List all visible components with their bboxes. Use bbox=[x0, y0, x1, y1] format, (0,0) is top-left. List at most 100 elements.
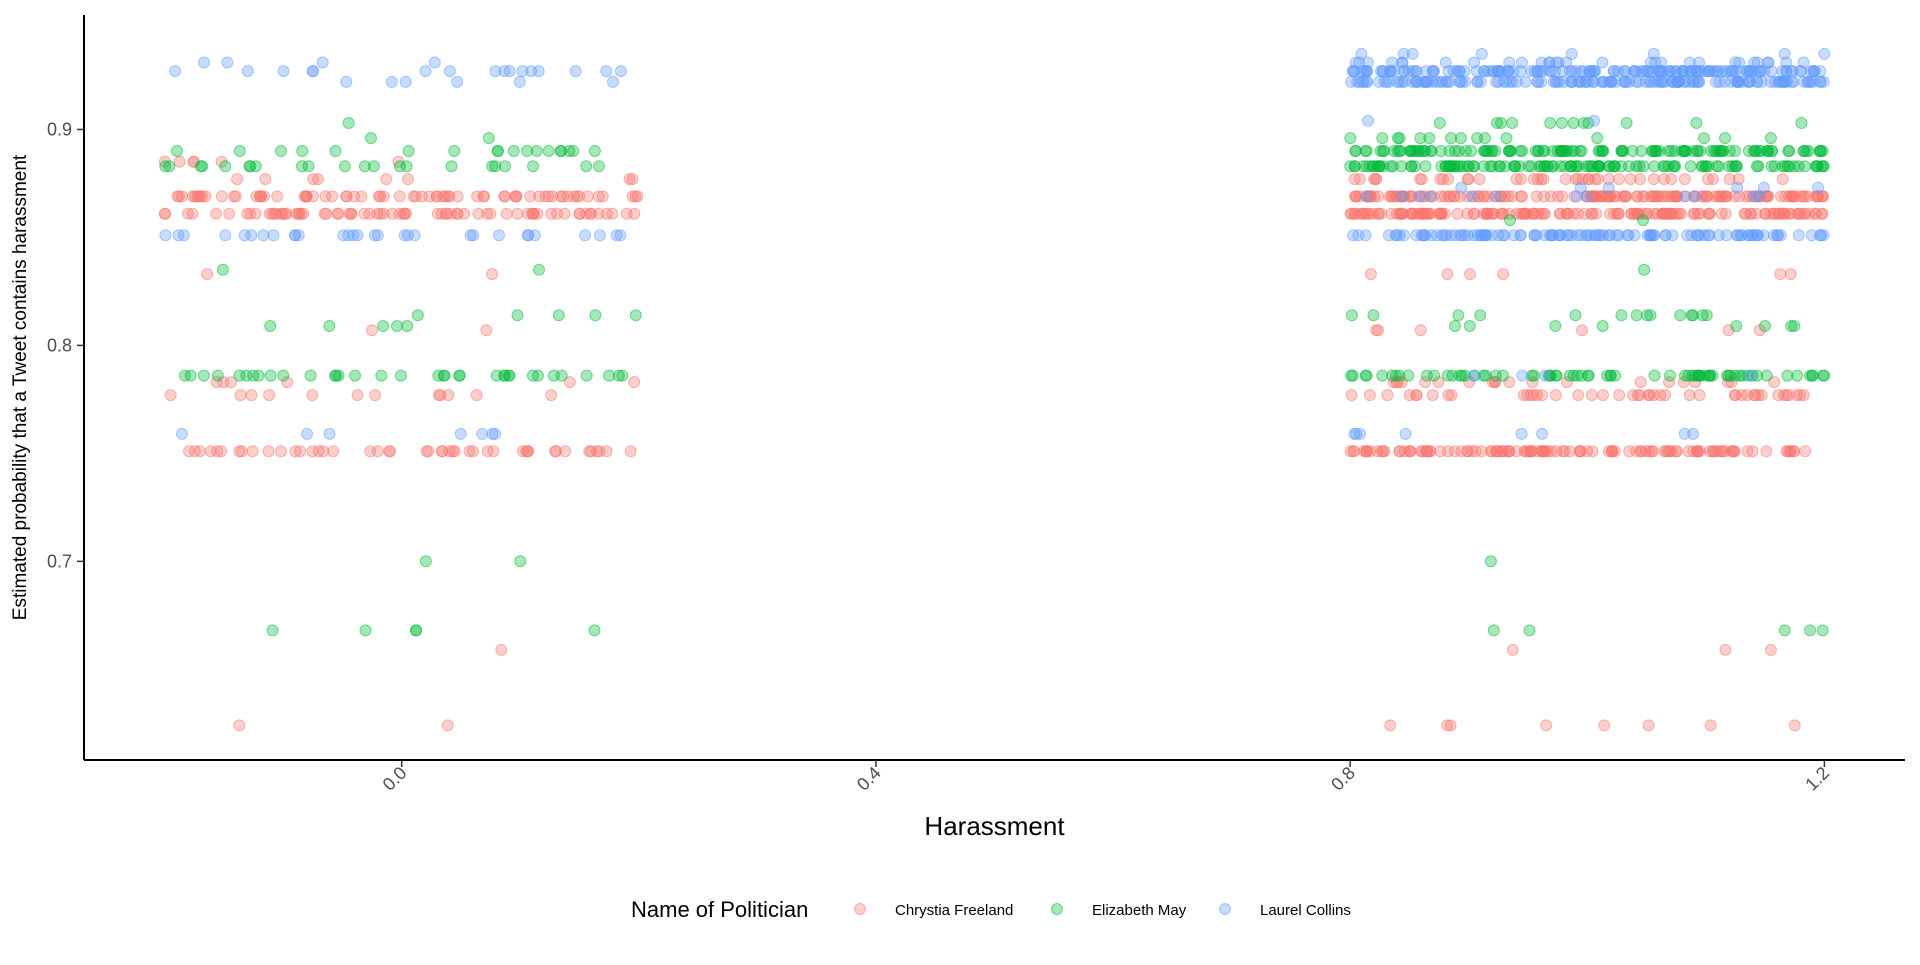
data-point bbox=[1687, 445, 1700, 458]
data-point bbox=[1349, 145, 1362, 157]
legend-key bbox=[854, 903, 866, 915]
data-point bbox=[1677, 145, 1690, 157]
data-point bbox=[1361, 56, 1374, 69]
data-point bbox=[1535, 75, 1548, 88]
data-point bbox=[1506, 190, 1519, 203]
data-point bbox=[1813, 75, 1826, 88]
data-point bbox=[1785, 320, 1798, 332]
data-point bbox=[1692, 75, 1705, 88]
data-point bbox=[1438, 190, 1451, 203]
data-point bbox=[312, 445, 325, 458]
data-point bbox=[1696, 309, 1709, 322]
data-point bbox=[1691, 445, 1704, 458]
data-point bbox=[184, 369, 197, 382]
data-point bbox=[628, 376, 641, 389]
data-point bbox=[1762, 145, 1774, 157]
data-point bbox=[1543, 65, 1556, 78]
data-point bbox=[1362, 114, 1374, 127]
data-point bbox=[327, 445, 340, 458]
data-point bbox=[1444, 160, 1457, 173]
data-point bbox=[216, 263, 229, 276]
data-point bbox=[407, 190, 420, 203]
data-point bbox=[430, 190, 443, 203]
data-point bbox=[1540, 719, 1553, 732]
points-layer bbox=[158, 47, 1831, 732]
data-point bbox=[1579, 75, 1592, 88]
data-point bbox=[1670, 207, 1683, 220]
data-point bbox=[1463, 320, 1476, 332]
data-point bbox=[1693, 389, 1706, 402]
data-point bbox=[1679, 190, 1692, 203]
data-point bbox=[1462, 173, 1475, 186]
data-point bbox=[1559, 173, 1572, 186]
data-point bbox=[443, 65, 456, 78]
data-point bbox=[1760, 445, 1773, 458]
data-point bbox=[1591, 173, 1604, 186]
data-point bbox=[472, 207, 485, 220]
data-point bbox=[204, 445, 217, 458]
data-point bbox=[1659, 389, 1672, 402]
data-point bbox=[1426, 65, 1439, 78]
data-point bbox=[507, 145, 520, 157]
data-point bbox=[511, 309, 524, 322]
data-point bbox=[435, 207, 448, 220]
data-point bbox=[240, 369, 253, 382]
data-point bbox=[624, 445, 637, 458]
data-point bbox=[1602, 445, 1615, 458]
legend-items: Chrystia Freeland Elizabeth May Laurel Col… bbox=[854, 902, 1351, 919]
data-point bbox=[1702, 369, 1715, 382]
data-point bbox=[1399, 427, 1412, 440]
data-point bbox=[1648, 229, 1661, 242]
data-point bbox=[1494, 190, 1507, 203]
data-point bbox=[1760, 369, 1773, 382]
data-point bbox=[1749, 145, 1762, 157]
data-point bbox=[1717, 145, 1730, 157]
data-point bbox=[1508, 229, 1520, 242]
data-point bbox=[1730, 229, 1743, 242]
data-point bbox=[614, 65, 627, 78]
data-point bbox=[1618, 190, 1631, 203]
data-point bbox=[1768, 160, 1781, 173]
data-point bbox=[1638, 263, 1651, 276]
data-point bbox=[1729, 145, 1741, 157]
data-point bbox=[1514, 145, 1527, 157]
data-point bbox=[1491, 117, 1503, 129]
data-point bbox=[1740, 190, 1753, 203]
data-point bbox=[1750, 160, 1763, 173]
data-point bbox=[1438, 229, 1451, 242]
data-point bbox=[1809, 207, 1822, 220]
data-point bbox=[1475, 445, 1488, 458]
data-point bbox=[245, 389, 258, 402]
data-point bbox=[511, 207, 524, 220]
data-point bbox=[1658, 190, 1671, 203]
data-point bbox=[1454, 132, 1467, 145]
data-point bbox=[1592, 145, 1605, 157]
data-point bbox=[277, 369, 290, 382]
data-point bbox=[1591, 132, 1604, 145]
data-point bbox=[1645, 145, 1658, 157]
data-point bbox=[1624, 173, 1637, 186]
data-point bbox=[1712, 229, 1725, 242]
data-point bbox=[1496, 369, 1509, 382]
data-point bbox=[1403, 389, 1416, 402]
data-point bbox=[211, 369, 224, 382]
data-point bbox=[1671, 75, 1684, 88]
data-point bbox=[1539, 369, 1552, 382]
data-point bbox=[1360, 190, 1373, 203]
data-point bbox=[606, 207, 619, 220]
data-point bbox=[482, 132, 495, 145]
data-point bbox=[1665, 145, 1678, 157]
data-point bbox=[197, 369, 210, 382]
data-point bbox=[458, 207, 471, 220]
data-point bbox=[1455, 181, 1468, 194]
data-point bbox=[1764, 643, 1777, 656]
data-point bbox=[1474, 309, 1487, 322]
data-point bbox=[453, 369, 466, 382]
data-point bbox=[1692, 369, 1705, 382]
data-point bbox=[1372, 324, 1385, 337]
data-point bbox=[238, 229, 251, 242]
data-point bbox=[159, 229, 172, 242]
data-point bbox=[1805, 229, 1818, 242]
data-point bbox=[247, 369, 260, 382]
data-point bbox=[1389, 369, 1402, 382]
